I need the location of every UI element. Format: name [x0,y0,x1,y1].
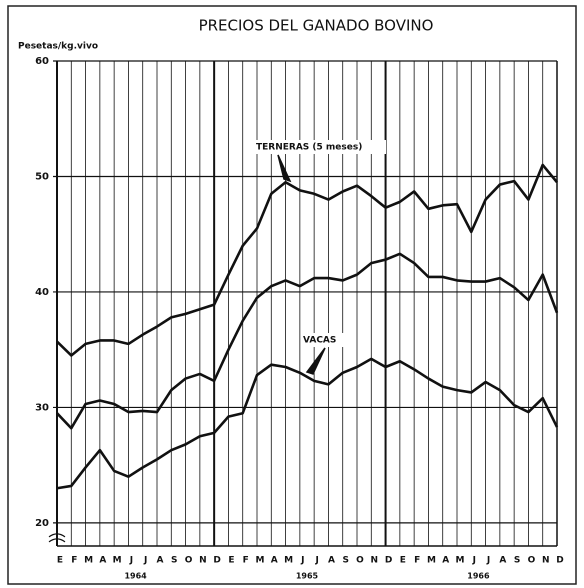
x-tick-label: M [84,556,93,566]
y-tick-label: 40 [35,287,49,298]
x-tick-label: S [171,556,177,566]
series-line [56,163,559,357]
x-tick-label: N [199,556,207,566]
pointer [277,154,292,183]
x-tick-label: A [328,556,335,566]
x-tick-label: N [542,556,550,566]
x-tick-label: A [157,556,164,566]
x-tick-label: J [143,556,147,566]
x-tick-label: A [442,556,449,566]
x-tick-label: O [356,556,364,566]
x-tick-label: M [456,556,465,566]
chart-title: PRECIOS DEL GANADO BOVINO [199,17,434,35]
axis-break [48,533,66,543]
label-bg [254,140,386,154]
x-tick-label: E [57,556,63,566]
x-tick-label: J [314,556,318,566]
y-tick-label: 50 [35,171,49,182]
x-tick-label: J [300,556,304,566]
series-line [56,357,559,490]
x-tick-label: O [528,556,536,566]
x-tick-label: J [472,556,476,566]
x-tick-label: O [185,556,193,566]
series-line [56,252,559,430]
x-tick-label: J [129,556,133,566]
y-tick-label: 30 [35,402,49,413]
x-tick-label: S [514,556,520,566]
y-tick-label: 20 [35,518,49,529]
group-label: 1964 [124,572,147,581]
x-tick-label: A [271,556,278,566]
x-tick-label: M [427,556,436,566]
x-tick-label: A [99,556,106,566]
series-label: VACAS [303,336,336,346]
x-tick-label: J [486,556,490,566]
x-tick-label: N [371,556,379,566]
x-tick-label: M [284,556,293,566]
x-tick-label: D [213,556,220,566]
x-tick-label: S [342,556,348,566]
x-tick-label: F [243,556,249,566]
group-label: 1965 [296,572,319,581]
x-tick-label: F [71,556,77,566]
x-tick-label: M [113,556,122,566]
series-label: TERNERAS (5 meses) [256,143,362,153]
x-tick-label: D [385,556,392,566]
x-tick-label: E [400,556,406,566]
label-bg [301,333,347,347]
x-tick-label: D [556,556,563,566]
pointer [305,347,326,375]
y-axis-label: Pesetas/kg.vivo [18,42,98,52]
x-tick-label: F [414,556,420,566]
frame [7,5,577,585]
y-tick-label: 60 [35,56,49,67]
x-tick-label: M [256,556,265,566]
x-tick-label: A [499,556,506,566]
group-label: 1966 [467,572,490,581]
x-tick-label: E [228,556,234,566]
